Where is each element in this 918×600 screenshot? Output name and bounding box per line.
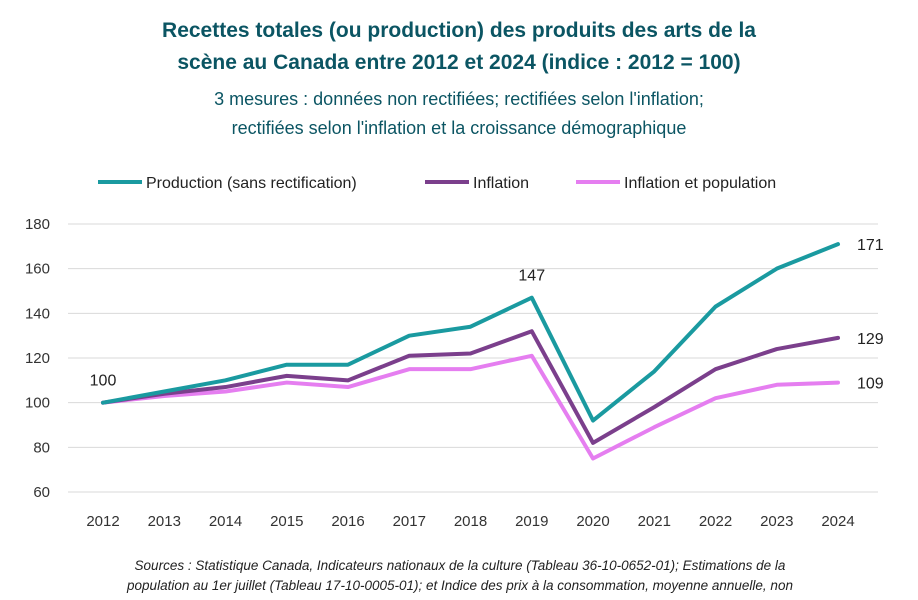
data-label: 129	[857, 331, 884, 348]
y-tick-label: 120	[25, 350, 50, 367]
chart-series	[101, 242, 840, 461]
chart-subtitle-line-2: rectifiées selon l'inflation et la crois…	[231, 118, 687, 138]
legend-label: Inflation	[473, 175, 529, 192]
x-tick-label: 2018	[454, 513, 487, 530]
chart-title-line-2: scène au Canada entre 2012 et 2024 (indi…	[177, 51, 741, 74]
chart-legend: Production (sans rectification) Inflation…	[98, 175, 776, 192]
data-label: 171	[857, 237, 884, 254]
y-tick-label: 180	[25, 216, 50, 233]
x-tick-label: 2022	[699, 513, 732, 530]
x-tick-label: 2024	[821, 513, 854, 530]
x-axis: 2012 2013 2014 2015 2016 2017 2018 2019 2020 2021…	[86, 513, 854, 530]
series-line-2	[101, 353, 840, 461]
series-line-1	[101, 329, 840, 445]
legend-label: Production (sans rectification)	[146, 175, 357, 192]
y-tick-label: 160	[25, 261, 50, 278]
x-tick-label: 2013	[148, 513, 181, 530]
y-tick-label: 60	[33, 484, 50, 501]
data-label: 147	[518, 268, 545, 285]
x-tick-label: 2020	[576, 513, 609, 530]
x-tick-label: 2019	[515, 513, 548, 530]
legend-label: Inflation et population	[624, 175, 776, 192]
chart-title-line-1: Recettes totales (ou production) des pro…	[162, 19, 756, 42]
data-label: 100	[90, 373, 117, 390]
chart-data-labels: 100 147 171 129 109	[90, 237, 884, 392]
x-tick-label: 2023	[760, 513, 793, 530]
chart-subtitle-line-1: 3 mesures : données non rectifiées; rect…	[214, 89, 704, 109]
x-tick-label: 2016	[331, 513, 364, 530]
source-note-line-1: Sources : Statistique Canada, Indicateur…	[134, 558, 786, 573]
x-tick-label: 2021	[638, 513, 671, 530]
line-chart: Production (sans rectification) Inflation…	[25, 175, 884, 530]
y-axis: 60 80 100 120 140 160 180	[25, 216, 50, 501]
y-tick-label: 100	[25, 395, 50, 412]
y-tick-label: 80	[33, 439, 50, 456]
x-tick-label: 2017	[393, 513, 426, 530]
x-tick-label: 2012	[86, 513, 119, 530]
chart-gridlines	[68, 223, 878, 493]
data-label: 109	[857, 376, 884, 393]
x-tick-label: 2014	[209, 513, 242, 530]
y-tick-label: 140	[25, 305, 50, 322]
source-note-line-2: population au 1er juillet (Tableau 17-10…	[127, 578, 793, 593]
x-tick-label: 2015	[270, 513, 303, 530]
